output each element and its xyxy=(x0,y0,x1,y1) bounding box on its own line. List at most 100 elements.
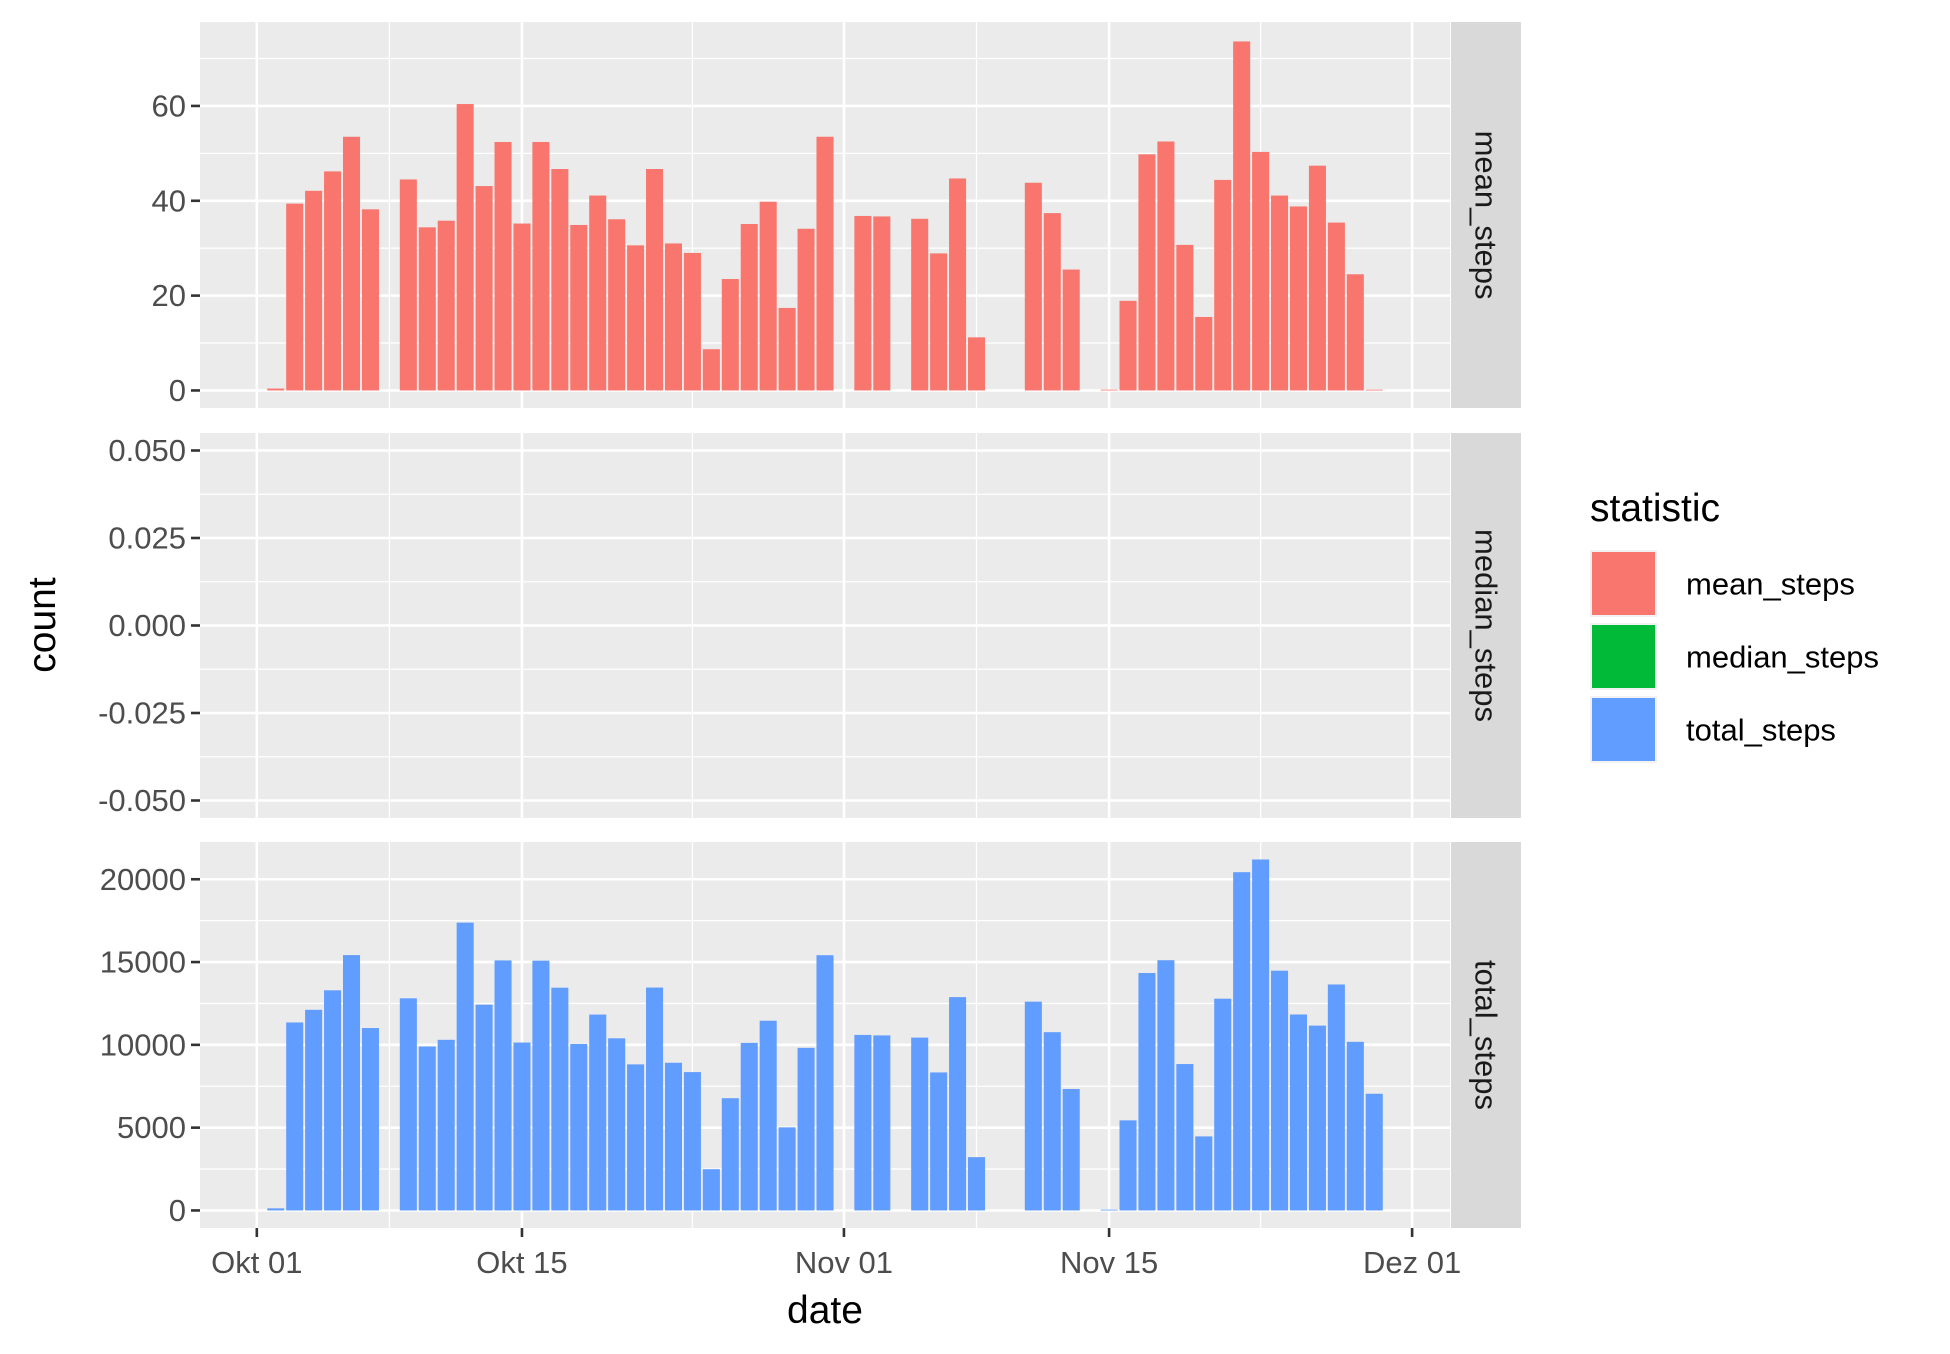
facet-panel-median_steps xyxy=(200,433,1450,818)
facet-panel-total_steps xyxy=(200,842,1450,1228)
bar-total_steps-2012-11-23 xyxy=(1252,859,1270,1211)
bar-mean_steps-2012-10-25 xyxy=(702,349,720,391)
bar-total_steps-2012-11-21 xyxy=(1214,998,1232,1211)
legend-title: statistic xyxy=(1590,487,1720,530)
bar-total_steps-2012-10-23 xyxy=(664,1062,683,1211)
bar-mean_steps-2012-10-13 xyxy=(475,186,493,391)
x-axis-title: date xyxy=(787,1289,863,1332)
bar-mean_steps-2012-10-12 xyxy=(456,104,474,391)
y-tick-label: 0.025 xyxy=(108,521,186,556)
legend-label-median_steps: median_steps xyxy=(1686,640,1879,675)
bar-mean_steps-2012-11-22 xyxy=(1233,41,1251,391)
bar-mean_steps-2012-10-17 xyxy=(551,169,569,391)
y-tick-label: 40 xyxy=(152,183,186,218)
bar-total_steps-2012-10-26 xyxy=(721,1098,739,1211)
bar-total_steps-2012-11-25 xyxy=(1289,1014,1308,1211)
y-tick-label: 0.000 xyxy=(108,608,186,643)
bar-total_steps-2012-10-30 xyxy=(797,1047,815,1211)
bar-total_steps-2012-11-17 xyxy=(1138,973,1156,1211)
bar-total_steps-2012-10-29 xyxy=(778,1127,796,1211)
bar-total_steps-2012-11-26 xyxy=(1308,1025,1326,1211)
bar-mean_steps-2012-10-19 xyxy=(589,195,607,391)
facet-panels xyxy=(200,22,1450,1228)
bar-mean_steps-2012-10-22 xyxy=(646,169,664,391)
y-tick-label: 5000 xyxy=(117,1110,186,1145)
bar-total_steps-2012-10-14 xyxy=(494,960,512,1211)
bar-mean_steps-2012-10-10 xyxy=(418,227,436,391)
bar-mean_steps-2012-10-16 xyxy=(532,141,550,391)
bar-total_steps-2012-10-11 xyxy=(437,1039,455,1211)
bar-mean_steps-2012-11-19 xyxy=(1176,244,1194,391)
x-tick-label: Dez 01 xyxy=(1363,1245,1461,1280)
bar-mean_steps-2012-10-05 xyxy=(324,171,342,391)
bar-mean_steps-2012-11-15 xyxy=(1100,389,1118,391)
y-axis-median_steps: -0.050 -0.025 0.000 0.025 0.050 xyxy=(98,433,200,818)
bar-total_steps-2012-10-15 xyxy=(513,1042,531,1211)
bar-mean_steps-2012-11-07 xyxy=(949,178,967,391)
bar-total_steps-2012-11-03 xyxy=(873,1035,891,1211)
bar-mean_steps-2012-11-18 xyxy=(1157,141,1175,391)
bar-mean_steps-2012-10-26 xyxy=(721,279,739,391)
y-tick-label: 0 xyxy=(169,373,186,408)
bar-total_steps-2012-10-27 xyxy=(740,1042,758,1211)
bar-total_steps-2012-10-17 xyxy=(551,987,569,1211)
bar-mean_steps-2012-11-25 xyxy=(1289,206,1308,391)
bar-mean_steps-2012-11-08 xyxy=(967,337,986,391)
bar-mean_steps-2012-10-28 xyxy=(759,201,777,391)
bar-mean_steps-2012-10-18 xyxy=(570,224,588,391)
facet-strip-median_steps: median_steps xyxy=(1451,433,1521,818)
bar-total_steps-2012-10-25 xyxy=(702,1169,720,1211)
bar-total_steps-2012-11-22 xyxy=(1233,872,1251,1211)
bar-total_steps-2012-11-16 xyxy=(1119,1120,1137,1211)
bar-mean_steps-2012-10-02 xyxy=(267,388,285,391)
bar-mean_steps-2012-10-14 xyxy=(494,141,512,391)
bar-total_steps-2012-10-12 xyxy=(456,922,474,1211)
legend-label-mean_steps: mean_steps xyxy=(1686,567,1855,602)
bar-total_steps-2012-10-07 xyxy=(361,1028,379,1211)
y-tick-label: 10000 xyxy=(100,1027,186,1062)
facet-strip-mean_steps: mean_steps xyxy=(1451,22,1521,408)
bar-mean_steps-2012-11-16 xyxy=(1119,300,1137,391)
strip-background xyxy=(1451,22,1521,408)
legend: statistic mean_steps median_steps total_st… xyxy=(1590,487,1879,763)
bar-mean_steps-2012-11-12 xyxy=(1043,213,1061,391)
bar-total_steps-2012-10-24 xyxy=(683,1072,701,1211)
bar-mean_steps-2012-10-30 xyxy=(797,228,815,391)
bar-total_steps-2012-11-27 xyxy=(1327,984,1345,1211)
y-tick-label: 0.050 xyxy=(108,433,186,468)
bar-total_steps-2012-10-19 xyxy=(589,1014,607,1211)
y-tick-label: 0 xyxy=(169,1193,186,1228)
bar-mean_steps-2012-10-29 xyxy=(778,307,796,391)
bar-total_steps-2012-11-07 xyxy=(949,997,967,1211)
bar-mean_steps-2012-10-21 xyxy=(627,245,645,391)
bar-total_steps-2012-11-18 xyxy=(1157,960,1175,1211)
bar-mean_steps-2012-11-11 xyxy=(1024,182,1042,391)
bar-total_steps-2012-11-12 xyxy=(1043,1032,1061,1211)
bar-mean_steps-2012-11-06 xyxy=(930,253,948,391)
y-axis-total_steps: 0 5000 10000 15000 20000 xyxy=(100,862,200,1228)
bar-total_steps-2012-10-13 xyxy=(475,1004,493,1211)
bar-total_steps-2012-10-09 xyxy=(399,998,417,1211)
bar-total_steps-2012-10-04 xyxy=(305,1009,323,1211)
bar-mean_steps-2012-11-27 xyxy=(1327,222,1345,391)
bar-mean_steps-2012-11-02 xyxy=(854,215,872,391)
bar-mean_steps-2012-11-13 xyxy=(1062,269,1080,391)
x-axis: Okt 01 Okt 15 Nov 01 Nov 15 Dez 01 xyxy=(211,1228,1461,1280)
bar-total_steps-2012-11-02 xyxy=(854,1034,872,1211)
y-axis-mean_steps: 0 20 40 60 xyxy=(152,88,200,408)
bar-total_steps-2012-11-15 xyxy=(1100,1209,1118,1211)
strip-background xyxy=(1451,842,1521,1228)
bar-mean_steps-2012-10-11 xyxy=(437,220,455,391)
strip-label-median_steps: median_steps xyxy=(1469,529,1504,722)
bar-total_steps-2012-10-22 xyxy=(646,987,664,1211)
bar-total_steps-2012-10-06 xyxy=(342,955,361,1211)
bar-mean_steps-2012-10-09 xyxy=(399,179,417,391)
y-axes: 0 20 40 60 -0.050 -0.025 0.000 0.025 0.050 0 5000 1… xyxy=(98,88,200,1228)
bar-mean_steps-2012-10-06 xyxy=(342,136,361,391)
y-axis-title: count xyxy=(21,577,64,673)
bar-mean_steps-2012-10-07 xyxy=(361,209,379,391)
bar-mean_steps-2012-11-17 xyxy=(1138,154,1156,391)
bar-total_steps-2012-10-31 xyxy=(816,955,834,1211)
x-tick-label: Nov 15 xyxy=(1060,1245,1158,1280)
bar-mean_steps-2012-11-26 xyxy=(1308,165,1326,391)
